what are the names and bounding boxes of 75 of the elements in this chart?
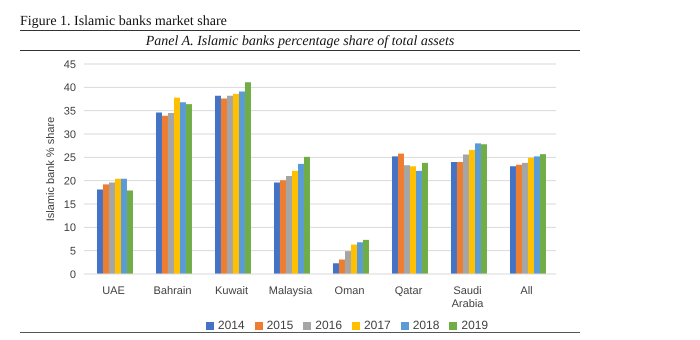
bar [214,96,221,274]
bar [220,98,227,274]
bar [528,158,534,274]
bar [338,260,345,274]
bar [416,170,422,274]
legend-label: 2018 [412,318,440,332]
bar [226,96,233,274]
y-axis-title: Islamic bank % share [44,116,57,222]
x-tick-label: UAE [102,285,125,297]
bar [350,244,357,274]
x-tick-label: Qatar [394,285,423,297]
bar [540,154,546,274]
y-tick-label: 10 [64,222,76,234]
legend-label: 2016 [315,318,342,332]
bar [450,162,457,274]
bar [462,154,469,274]
bar [298,164,304,274]
bar [516,164,522,274]
bar [286,176,292,274]
bar [232,94,239,274]
bar [522,162,528,274]
bar [474,143,481,274]
bar [404,165,410,274]
x-tick-label: All [520,285,533,297]
legend-label: 2019 [461,318,488,332]
bar [156,112,162,274]
bar [238,92,245,274]
bar [280,180,286,274]
bar [162,116,168,274]
bar [292,170,298,274]
chart-subtitle: Panel A. Islamic banks percentage share of total assets [20,34,580,51]
x-tick-label: Bahrain [154,285,192,297]
bar [456,162,463,274]
y-tick-label: 30 [64,128,76,141]
y-tick-label: 5 [70,246,76,258]
bar [332,263,339,274]
bar [96,190,103,274]
bar [126,190,133,274]
bar [398,154,404,274]
bar [180,102,186,274]
bar [274,182,280,274]
legend-label: 2015 [266,318,294,332]
bar [410,166,416,274]
y-tick-label: 20 [64,176,76,188]
bar [362,240,369,274]
x-tick-label: Oman [334,285,364,297]
bar [422,162,428,274]
bar [480,144,487,274]
bar [304,156,310,274]
bar [510,166,516,274]
chart-title: Figure 1. Islamic banks market share [20,14,580,31]
bar [120,178,127,274]
legend-label: 2017 [364,318,391,332]
y-tick-label: 15 [64,198,76,211]
bar [468,150,475,274]
y-tick-label: 35 [64,106,76,118]
bar [102,184,109,274]
bar [534,156,540,274]
legend-label: 2014 [218,318,245,332]
x-tick-label: Kuwait [214,285,248,297]
y-tick-label: 40 [64,82,76,94]
bar [186,104,192,274]
bar [392,156,398,274]
y-tick-label: 0 [70,268,76,281]
bar [344,251,351,274]
bar [114,178,121,274]
y-tick-label: 45 [64,58,76,71]
bar [244,82,251,274]
bar [356,242,363,274]
bar [174,98,180,274]
x-tick-label: Malaysia [268,285,314,297]
bar [108,182,115,274]
y-tick-label: 25 [64,152,76,164]
x-tick-label: Saudi Arabia [452,285,484,310]
bar [168,113,174,274]
